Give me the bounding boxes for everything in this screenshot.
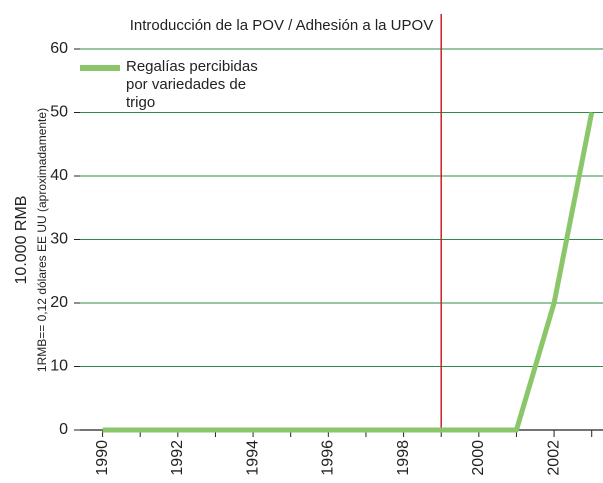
y-tick-label: 50 (50, 104, 68, 121)
line-series (102, 112, 595, 433)
legend: Regalías percibidas por variedades de tr… (80, 58, 280, 112)
legend-swatch (80, 65, 120, 71)
annotation: Introducción de la POV / Adhesión a la U… (130, 17, 434, 34)
x-tick-label: 1994 (244, 440, 261, 476)
x-tick-label: 1996 (320, 440, 337, 476)
x-tick-label: 2000 (470, 440, 487, 476)
y-label: 10.000 RMB (13, 196, 30, 285)
x-tick-label: 2002 (545, 440, 562, 476)
y-tick-label: 60 (50, 40, 68, 57)
y-tick-label: 40 (50, 167, 68, 184)
x-tick-label: 1998 (395, 440, 412, 476)
y-tick-label: 30 (50, 231, 68, 248)
y-tick-label: 10 (50, 358, 68, 375)
x-tick-label: 1990 (94, 440, 111, 476)
y-sublabel: 1RMB== 0,12 dólares EE UU (aproximadamen… (35, 108, 49, 372)
y-tick-label: 0 (59, 421, 68, 438)
y-tick-label: 20 (50, 294, 68, 311)
x-tick-label: 1992 (169, 440, 186, 476)
legend-label: Regalías percibidas por variedades de tr… (126, 58, 258, 111)
